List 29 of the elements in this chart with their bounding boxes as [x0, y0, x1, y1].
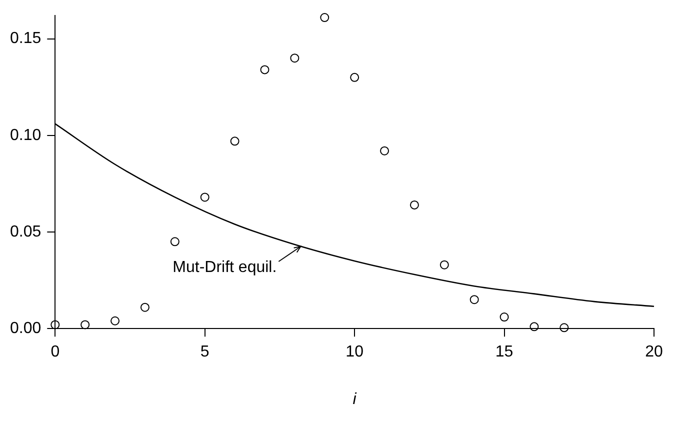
- x-tick-label: 5: [200, 344, 210, 361]
- point: [290, 54, 300, 63]
- y-tick-label: 0.05: [10, 223, 42, 240]
- point: [170, 237, 180, 246]
- y-tick-label: 0.00: [10, 320, 42, 338]
- point: [470, 295, 479, 304]
- point: [80, 320, 90, 330]
- point: [320, 13, 330, 22]
- point: [380, 146, 390, 156]
- point: [500, 312, 509, 322]
- y-tick-label: 0.10: [10, 126, 42, 144]
- point: [50, 320, 60, 330]
- point: [530, 322, 539, 332]
- y-tick-label: 0.15: [10, 30, 42, 48]
- x-tick-label: 20: [645, 344, 663, 361]
- point: [140, 302, 150, 312]
- annotation: Mut-Drift equil.: [172, 258, 277, 276]
- x-tick-label: 10: [346, 344, 364, 361]
- point: [260, 65, 270, 74]
- point: [410, 200, 419, 210]
- x-tick-label: 0: [50, 344, 60, 361]
- point: [350, 72, 360, 82]
- point: [230, 136, 240, 146]
- x-axis-title: i: [352, 390, 357, 408]
- x-tick-label: 15: [495, 344, 514, 361]
- point: [200, 192, 210, 202]
- point: [110, 316, 120, 326]
- point: [440, 260, 449, 270]
- point: [560, 323, 569, 332]
